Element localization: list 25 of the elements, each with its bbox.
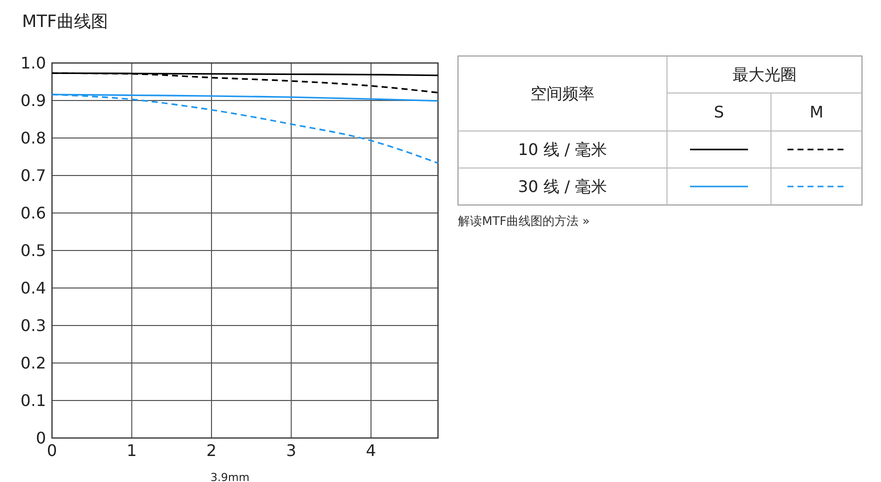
y-tick-label: 0.7	[20, 166, 46, 186]
y-tick-label: 0.8	[20, 128, 46, 148]
x-tick-label: 3	[286, 441, 296, 460]
text: 30 线 / 毫米	[518, 177, 608, 196]
y-tick-label: 0.6	[20, 204, 46, 223]
x-tick-label: 1	[126, 441, 137, 460]
y-tick-label: 0.5	[20, 241, 46, 260]
x-tick-label: 2	[206, 441, 217, 460]
y-tick-label: 0.1	[20, 391, 46, 410]
y-tick-label: 0.9	[20, 91, 46, 110]
text: S	[714, 102, 724, 122]
text: M	[810, 102, 824, 122]
text: 空间频率	[530, 84, 594, 104]
y-tick-label: 0.4	[20, 278, 46, 298]
x-tick-label: 4	[366, 441, 376, 460]
text: 10 线 / 毫米	[518, 140, 608, 160]
x-tick-label: 0	[46, 441, 58, 460]
y-tick-label: 0.2	[20, 354, 46, 373]
y-tick-label: 1.0	[20, 54, 46, 73]
text: 解读MTF曲线图的方法 »	[458, 214, 590, 228]
text: 最大光圈	[732, 65, 796, 84]
y-tick-label: 0.3	[20, 316, 46, 336]
x-axis-title: 3.9mm	[210, 471, 250, 482]
chart-title: MTF曲线图	[22, 12, 108, 32]
y-tick-label: 0	[36, 428, 46, 448]
